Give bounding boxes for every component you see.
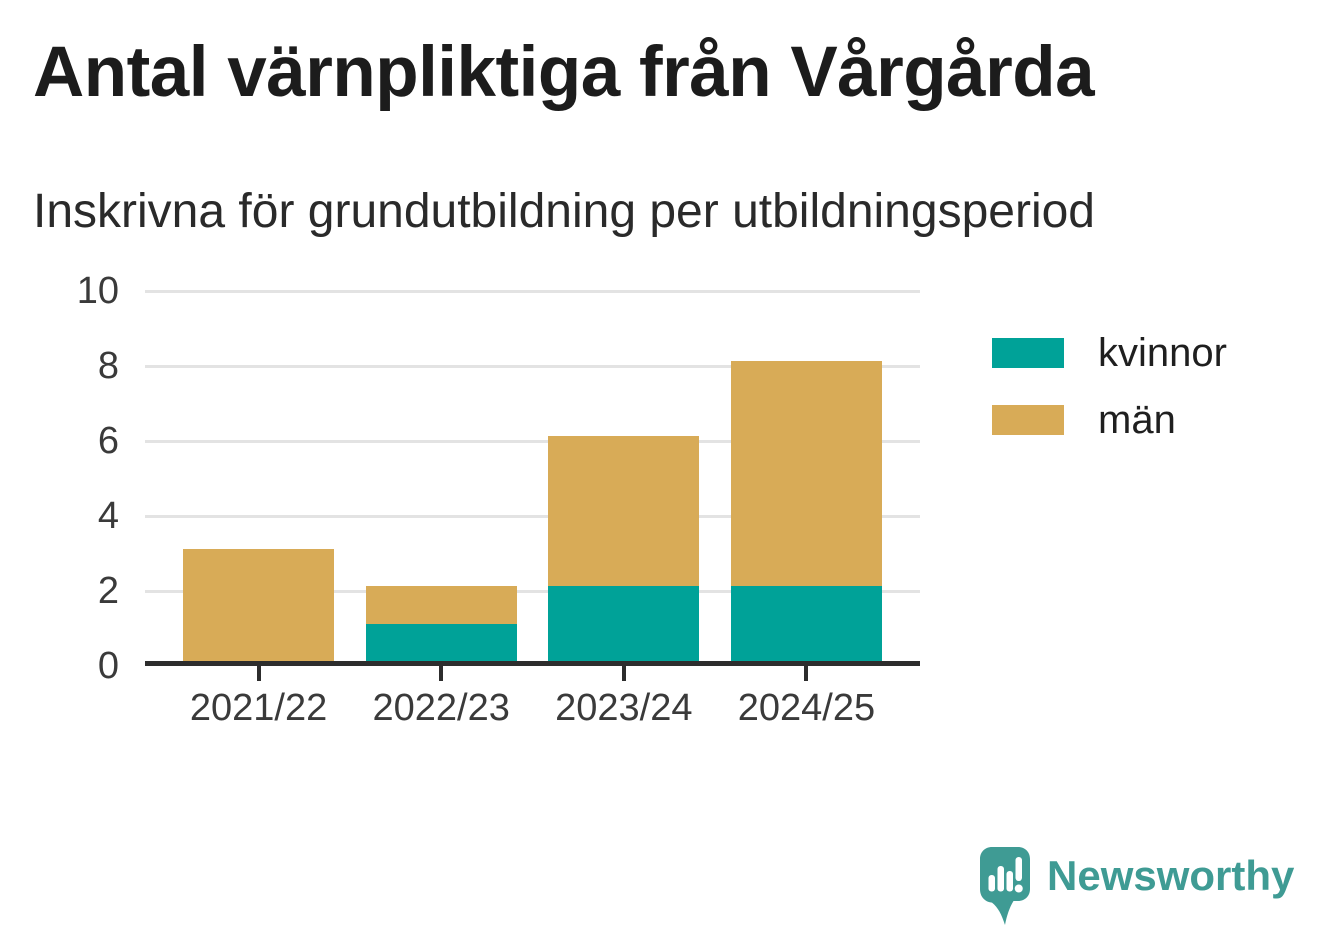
bar-2024/25-män (730, 361, 882, 586)
x-tick-2022/23 (439, 666, 444, 681)
bar-2023/24-män (548, 436, 700, 586)
gridline-y-10 (145, 289, 920, 293)
gridline-y-8 (145, 364, 920, 368)
x-tick-label: 2021/22 (189, 687, 328, 729)
bar-2022/23-kvinnor (365, 623, 517, 661)
legend-item-kvinnor: kvinnor (992, 333, 1227, 373)
x-tick-2024/25 (804, 666, 809, 681)
chart-title: Antal värnpliktiga från Vårgårda (33, 33, 1095, 112)
y-tick-label: 0 (97, 645, 119, 687)
y-tick-label: 6 (97, 420, 119, 462)
y-tick-label: 8 (97, 345, 119, 387)
x-tick-2021/22 (256, 666, 261, 681)
legend-item-män: män (992, 400, 1227, 440)
legend-label: män (1098, 398, 1176, 442)
legend-swatch-kvinnor (992, 338, 1064, 368)
bar-2021/22-män (183, 548, 335, 661)
x-tick-label: 2023/24 (555, 687, 693, 729)
y-tick-label: 2 (97, 570, 119, 612)
bar-2023/24-kvinnor (548, 586, 700, 661)
gridline-y-6 (145, 439, 920, 443)
plot-area: 0 2 4 6 8 10 2021/22 2022/23 2023/24 2024/25 (77, 272, 920, 727)
y-tick-label: 4 (97, 495, 119, 537)
legend: kvinnor män (992, 333, 1227, 467)
x-tick-2023/24 (621, 666, 626, 681)
x-tick-label: 2024/25 (737, 687, 876, 729)
newsworthy-logo: Newsworthy (978, 845, 1294, 927)
y-tick-label: 10 (76, 270, 119, 312)
bar-2024/25-kvinnor (730, 586, 882, 661)
legend-label: kvinnor (1098, 331, 1227, 375)
chart-subtitle: Inskrivna för grundutbildning per utbild… (33, 185, 1095, 238)
newsworthy-wordmark: Newsworthy (1047, 852, 1295, 899)
gridline-y-4 (145, 514, 920, 518)
bar-2022/23-män (365, 586, 517, 624)
legend-swatch-män (992, 405, 1064, 435)
gridline-y-2 (145, 589, 920, 593)
x-tick-label: 2022/23 (372, 687, 510, 729)
newsworthy-logo-icon (980, 847, 1030, 925)
